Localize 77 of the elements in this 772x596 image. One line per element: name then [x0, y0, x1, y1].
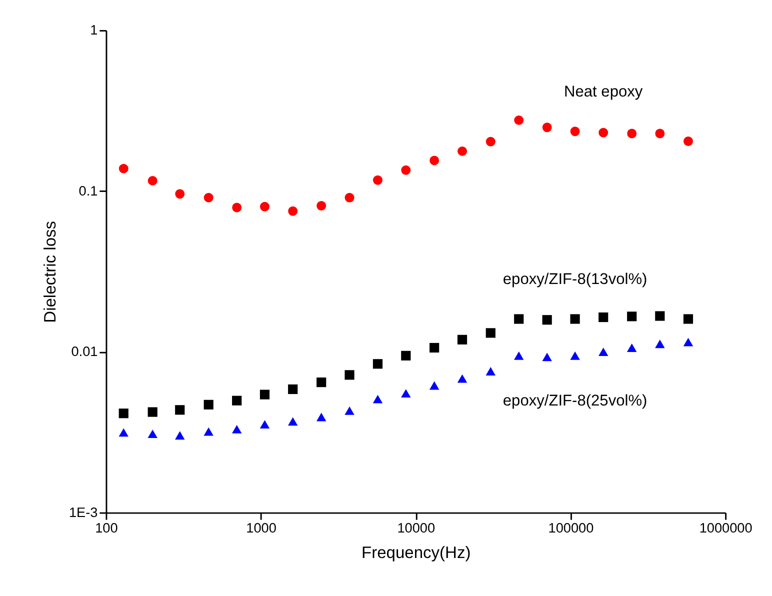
point [372, 394, 383, 404]
x-tick-label: 100 [95, 520, 118, 536]
point [260, 420, 270, 429]
point [655, 128, 665, 138]
x-tick-label: 100000 [548, 520, 594, 536]
y-tick-label: 0.1 [78, 183, 98, 198]
x-tick-label: 1000000 [699, 520, 753, 536]
point [627, 128, 637, 138]
point [627, 312, 637, 322]
point [429, 381, 440, 390]
point [486, 367, 496, 376]
series-label: epoxy/ZIF-8(13vol%) [502, 270, 648, 288]
point [232, 424, 242, 434]
point [175, 405, 185, 415]
point [316, 378, 326, 388]
point [316, 201, 326, 210]
point [288, 384, 298, 394]
point [542, 122, 552, 132]
point [655, 311, 665, 321]
point [598, 128, 608, 138]
point [514, 115, 524, 125]
y-tick-label: 0.01 [71, 344, 98, 360]
point [430, 156, 440, 166]
y-axis-title: Dielectric loss [40, 220, 60, 323]
point [148, 407, 158, 417]
point [118, 408, 128, 418]
point [344, 192, 354, 202]
point [232, 202, 242, 212]
point [344, 370, 354, 380]
point [204, 192, 214, 202]
point [570, 351, 580, 360]
point [175, 189, 185, 199]
point [401, 165, 411, 175]
point [316, 412, 326, 422]
point [486, 136, 496, 146]
point [118, 428, 128, 437]
point [288, 417, 298, 426]
point [458, 146, 468, 156]
point [401, 389, 411, 398]
point [401, 350, 411, 360]
series-label: Neat epoxy [564, 84, 643, 101]
point [232, 396, 242, 406]
x-tick-label: 10000 [397, 520, 436, 536]
point [598, 312, 608, 322]
point [118, 164, 128, 174]
point [570, 126, 580, 136]
point [514, 314, 524, 324]
point [457, 374, 468, 383]
point [542, 352, 552, 362]
point [260, 390, 270, 400]
x-axis-title: Frequency(Hz) [362, 542, 471, 562]
point [174, 431, 185, 440]
point [148, 176, 158, 186]
y-tick-label: 1 [90, 22, 98, 38]
point [683, 338, 694, 346]
point [344, 406, 354, 415]
point [683, 314, 694, 324]
x-tick-label: 1000 [246, 520, 277, 536]
point [372, 359, 383, 369]
point [486, 328, 496, 338]
point [430, 342, 440, 353]
point [514, 351, 524, 360]
point [683, 136, 693, 146]
point [542, 315, 552, 325]
point [204, 400, 214, 410]
point [373, 175, 382, 185]
series-label: epoxy/ZIF-8(25vol%) [502, 392, 648, 410]
point [260, 202, 270, 212]
point [626, 344, 637, 352]
point [655, 340, 665, 348]
point [148, 430, 158, 438]
point [457, 334, 468, 344]
point [570, 314, 580, 324]
point [288, 206, 298, 216]
y-tick-label: 1E-3 [68, 504, 98, 520]
point [204, 427, 214, 436]
point [598, 348, 608, 356]
